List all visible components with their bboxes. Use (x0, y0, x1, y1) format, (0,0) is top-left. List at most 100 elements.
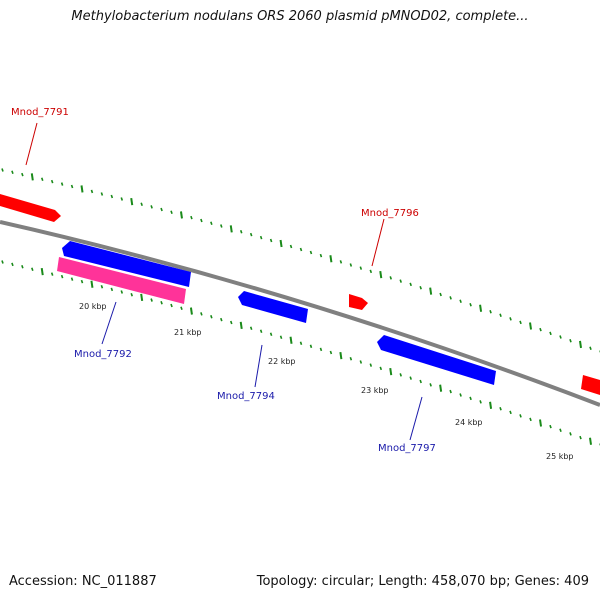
scale-label-24kbp: 24 kbp (455, 418, 483, 427)
minor-tick (389, 276, 393, 280)
minor-tick (399, 373, 402, 377)
gene-mnod-7792-arrow[interactable] (62, 241, 191, 287)
minor-tick (170, 303, 173, 308)
minor-tick (419, 379, 422, 384)
minor-tick (449, 296, 452, 300)
minor-tick (359, 266, 363, 270)
scale-label-22kbp: 22 kbp (268, 357, 296, 366)
minor-tick (80, 279, 84, 284)
major-tick (279, 239, 283, 248)
minor-tick (180, 306, 183, 311)
minor-tick (569, 432, 572, 436)
minor-tick (349, 263, 353, 267)
major-tick (90, 280, 94, 288)
minor-tick (409, 282, 412, 287)
minor-tick (379, 366, 383, 371)
minor-tick (289, 244, 293, 249)
minor-tick (349, 357, 353, 361)
label-leader-mnod-7794 (254, 344, 263, 388)
minor-tick (50, 272, 54, 276)
minor-tick (110, 194, 114, 199)
accession-text: Accession: NC_011887 (9, 574, 157, 589)
genome-summary-text: Topology: circular; Length: 458,070 bp; … (256, 574, 589, 589)
minor-tick (120, 290, 124, 294)
minor-tick (210, 314, 213, 319)
major-tick (589, 437, 592, 445)
minor-tick (70, 277, 74, 281)
minor-tick (459, 393, 462, 397)
minor-tick (399, 279, 402, 283)
minor-tick (50, 179, 54, 184)
gene-rna-arrow[interactable] (57, 257, 186, 304)
major-tick (479, 304, 483, 312)
minor-tick (579, 435, 582, 440)
minor-tick (489, 309, 492, 314)
minor-tick (339, 260, 343, 264)
label-leader-mnod-7796 (371, 218, 385, 267)
minor-tick (439, 292, 442, 297)
major-tick (329, 255, 333, 263)
minor-tick (519, 414, 522, 418)
minor-tick (200, 218, 203, 223)
gene-label-mnod-7792[interactable]: Mnod_7792 (74, 349, 132, 360)
major-tick (80, 185, 84, 193)
minor-tick (369, 269, 373, 274)
minor-tick (419, 285, 422, 290)
minor-tick (160, 207, 163, 212)
minor-tick (259, 235, 263, 240)
scale-label-20kbp: 20 kbp (79, 302, 107, 311)
minor-tick (1, 260, 4, 264)
minor-tick (299, 247, 303, 252)
minor-tick (449, 389, 452, 394)
minor-tick (479, 400, 482, 404)
scale-label-21kbp: 21 kbp (174, 328, 202, 337)
minor-tick (499, 407, 502, 411)
minor-tick (220, 317, 223, 322)
gene-mnod-7791-arrow[interactable] (0, 194, 61, 222)
scale-label-23kbp: 23 kbp (361, 386, 389, 395)
minor-tick (130, 292, 133, 297)
label-leader-mnod-7797 (409, 396, 423, 441)
gene-label-mnod-7791[interactable]: Mnod_7791 (11, 107, 69, 118)
minor-tick (230, 320, 233, 325)
major-tick (140, 293, 144, 302)
major-tick (229, 225, 233, 233)
minor-tick (559, 335, 562, 339)
gene-label-mnod-7797[interactable]: Mnod_7797 (378, 443, 436, 454)
reverse-strand-ticks (1, 260, 600, 447)
major-tick (539, 419, 543, 427)
minor-tick (549, 331, 552, 336)
minor-tick (70, 184, 74, 189)
gene-label-mnod-7796[interactable]: Mnod_7796 (361, 208, 419, 219)
major-tick (339, 351, 343, 360)
gene-mnod-7796-arrow[interactable] (349, 294, 368, 310)
gene-label-mnod-7794[interactable]: Mnod_7794 (217, 391, 275, 402)
minor-tick (170, 210, 173, 214)
gene-mnod-7794-arrow[interactable] (238, 291, 308, 323)
minor-tick (519, 320, 522, 325)
minor-tick (21, 265, 24, 269)
minor-tick (309, 250, 313, 255)
gene-mnod-7797-arrow[interactable] (377, 335, 496, 385)
minor-tick (210, 221, 213, 225)
minor-tick (90, 189, 94, 194)
major-tick (189, 307, 193, 315)
minor-tick (459, 299, 462, 304)
major-tick (429, 287, 433, 295)
minor-tick (150, 205, 153, 209)
minor-tick (549, 424, 552, 429)
minor-tick (60, 274, 64, 279)
minor-tick (31, 267, 34, 271)
minor-tick (259, 329, 263, 333)
minor-tick (509, 410, 512, 415)
minor-tick (239, 230, 243, 234)
genome-backbone (0, 220, 600, 407)
minor-tick (140, 202, 143, 206)
gene-partial-forward-arrow[interactable] (581, 375, 600, 395)
label-leader-mnod-7791 (25, 122, 38, 166)
major-tick (389, 367, 393, 376)
map-title: Methylobacterium nodulans ORS 2060 plasm… (71, 9, 529, 24)
minor-tick (409, 376, 412, 380)
major-tick (30, 173, 34, 181)
